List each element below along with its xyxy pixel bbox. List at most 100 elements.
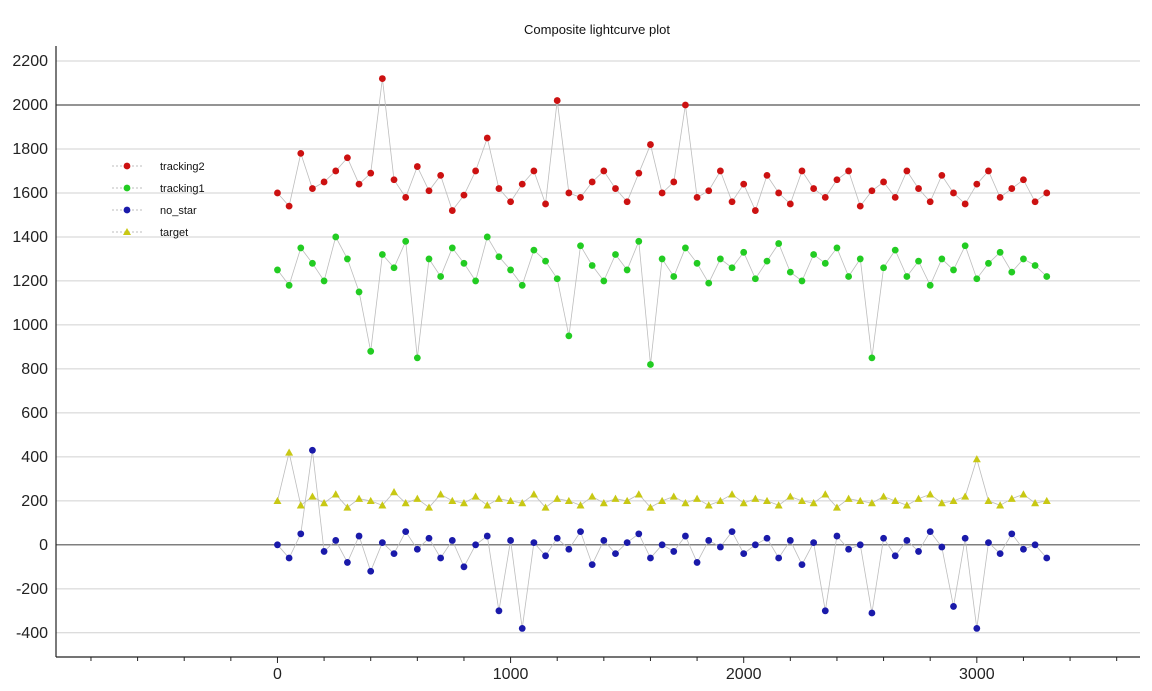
data-point [1043, 273, 1051, 280]
data-point [542, 552, 549, 560]
data-point [891, 193, 899, 201]
data-point [530, 167, 538, 175]
data-point [716, 255, 724, 263]
data-point [285, 448, 294, 456]
y-tick-label: 600 [21, 405, 48, 422]
x-tick-label: 1000 [493, 666, 529, 683]
legend-item-tracking1: tracking1 [112, 183, 205, 195]
data-point [1008, 268, 1016, 276]
data-point [577, 242, 584, 250]
data-point [763, 257, 771, 265]
data-point [950, 603, 957, 610]
data-point [797, 496, 806, 505]
data-point [891, 496, 900, 505]
data-point [331, 490, 340, 498]
data-point [810, 251, 818, 258]
data-point [751, 494, 760, 502]
data-point [961, 492, 970, 500]
data-point [775, 189, 783, 197]
data-point [682, 532, 689, 540]
data-point [297, 244, 305, 252]
data-point [588, 262, 596, 269]
data-point [833, 244, 841, 252]
data-point [296, 501, 305, 509]
data-point [343, 154, 351, 162]
data-point [437, 273, 445, 280]
data-point [1008, 530, 1016, 538]
y-tick-label: 1200 [12, 273, 48, 290]
data-point [845, 273, 853, 280]
data-point [343, 559, 351, 566]
data-point [297, 530, 305, 538]
y-tick-label: 1600 [12, 185, 48, 202]
data-point [915, 548, 922, 555]
axes: -400 -200 0 200 400 600 800 1000 1200 1400 1600 180… [12, 46, 1140, 683]
data-point [483, 233, 491, 241]
data-point [751, 207, 759, 214]
data-point [845, 167, 853, 175]
data-point [553, 97, 561, 104]
data-point [378, 251, 386, 258]
data-point [868, 187, 876, 195]
legend-label: tracking2 [160, 161, 205, 173]
data-point [832, 503, 841, 511]
data-point [950, 266, 957, 274]
legend-marker [123, 206, 131, 214]
data-point [985, 259, 992, 267]
data-point [868, 609, 876, 617]
x-tick-label: 2000 [726, 666, 762, 683]
data-point [506, 496, 515, 505]
data-point [670, 548, 678, 555]
data-point [926, 281, 934, 289]
data-point [763, 534, 771, 542]
data-point [273, 496, 282, 505]
legend-marker [123, 228, 131, 235]
data-point [308, 492, 317, 500]
data-point [739, 499, 748, 507]
data-point [716, 496, 725, 505]
data-point [937, 499, 946, 507]
data-point [472, 167, 480, 175]
data-point [612, 185, 619, 192]
data-point [599, 499, 608, 507]
data-point [1008, 185, 1016, 192]
data-point [378, 75, 386, 82]
data-point [705, 187, 713, 195]
data-point [740, 180, 748, 188]
data-point [565, 332, 573, 340]
data-point [856, 202, 864, 210]
data-point [973, 180, 981, 188]
data-point [472, 541, 480, 549]
data-point [903, 537, 911, 544]
data-point [437, 171, 445, 179]
data-point [413, 494, 422, 502]
data-point [309, 185, 316, 192]
data-point [425, 255, 433, 263]
data-point [821, 607, 829, 615]
series-target [273, 448, 1051, 511]
data-point [309, 446, 316, 454]
data-point [553, 494, 562, 502]
data-point [961, 242, 969, 250]
data-point [961, 200, 969, 208]
data-point [634, 490, 643, 498]
data-point [867, 499, 876, 507]
data-point [949, 496, 958, 505]
data-point [565, 545, 573, 553]
legend-item-no_star: no_star [112, 205, 197, 217]
data-point [1020, 255, 1027, 263]
data-point [844, 494, 853, 502]
data-point [985, 539, 992, 547]
data-point [856, 496, 865, 505]
data-point [378, 501, 387, 509]
data-point [495, 253, 503, 261]
data-point [518, 499, 527, 507]
data-point [448, 537, 456, 544]
data-point [612, 251, 619, 258]
data-point [973, 275, 981, 283]
data-point [600, 277, 608, 285]
data-point [529, 490, 538, 498]
data-point [588, 178, 596, 186]
data-point [274, 189, 281, 197]
data-point [740, 550, 748, 558]
